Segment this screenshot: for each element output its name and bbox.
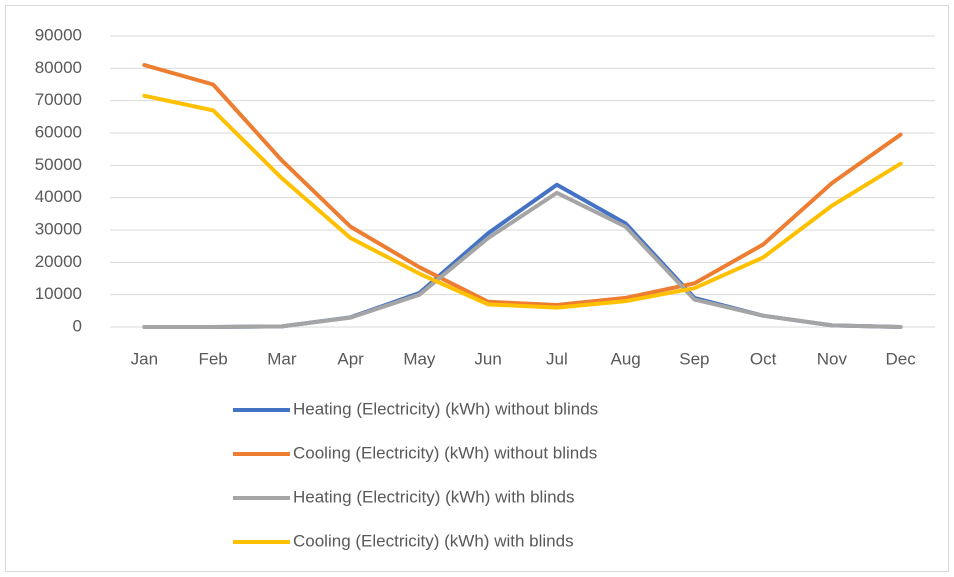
x-tick-label: Dec: [886, 349, 917, 368]
x-tick-label: Jul: [546, 349, 568, 368]
y-tick-label: 20000: [35, 252, 82, 271]
y-tick-label: 90000: [35, 25, 82, 44]
series-line: [142, 93, 903, 310]
x-tick-label: Aug: [611, 349, 641, 368]
legend-label: Cooling (Electricity) (kWh) with blinds: [293, 531, 574, 550]
y-tick-label: 50000: [35, 155, 82, 174]
y-tick-label: 70000: [35, 90, 82, 109]
x-tick-label: Jan: [131, 349, 158, 368]
y-tick-label: 60000: [35, 122, 82, 141]
x-tick-label: Sep: [679, 349, 709, 368]
x-tick-label: Feb: [198, 349, 227, 368]
y-tick-label: 0: [73, 316, 82, 335]
x-tick-label: May: [403, 349, 436, 368]
y-tick-label: 30000: [35, 219, 82, 238]
x-tick-label: Oct: [750, 349, 777, 368]
y-tick-label: 10000: [35, 284, 82, 303]
series-line: [142, 63, 903, 308]
series-line: [142, 190, 903, 329]
x-tick-label: Nov: [817, 349, 848, 368]
legend-label: Cooling (Electricity) (kWh) without blin…: [293, 443, 597, 462]
legend-label: Heating (Electricity) (kWh) without blin…: [293, 399, 598, 418]
y-tick-label: 80000: [35, 58, 82, 77]
x-tick-label: Mar: [267, 349, 297, 368]
y-tick-label: 40000: [35, 187, 82, 206]
x-tick-label: Apr: [337, 349, 364, 368]
x-tick-label: Jun: [474, 349, 501, 368]
legend-label: Heating (Electricity) (kWh) with blinds: [293, 487, 575, 506]
